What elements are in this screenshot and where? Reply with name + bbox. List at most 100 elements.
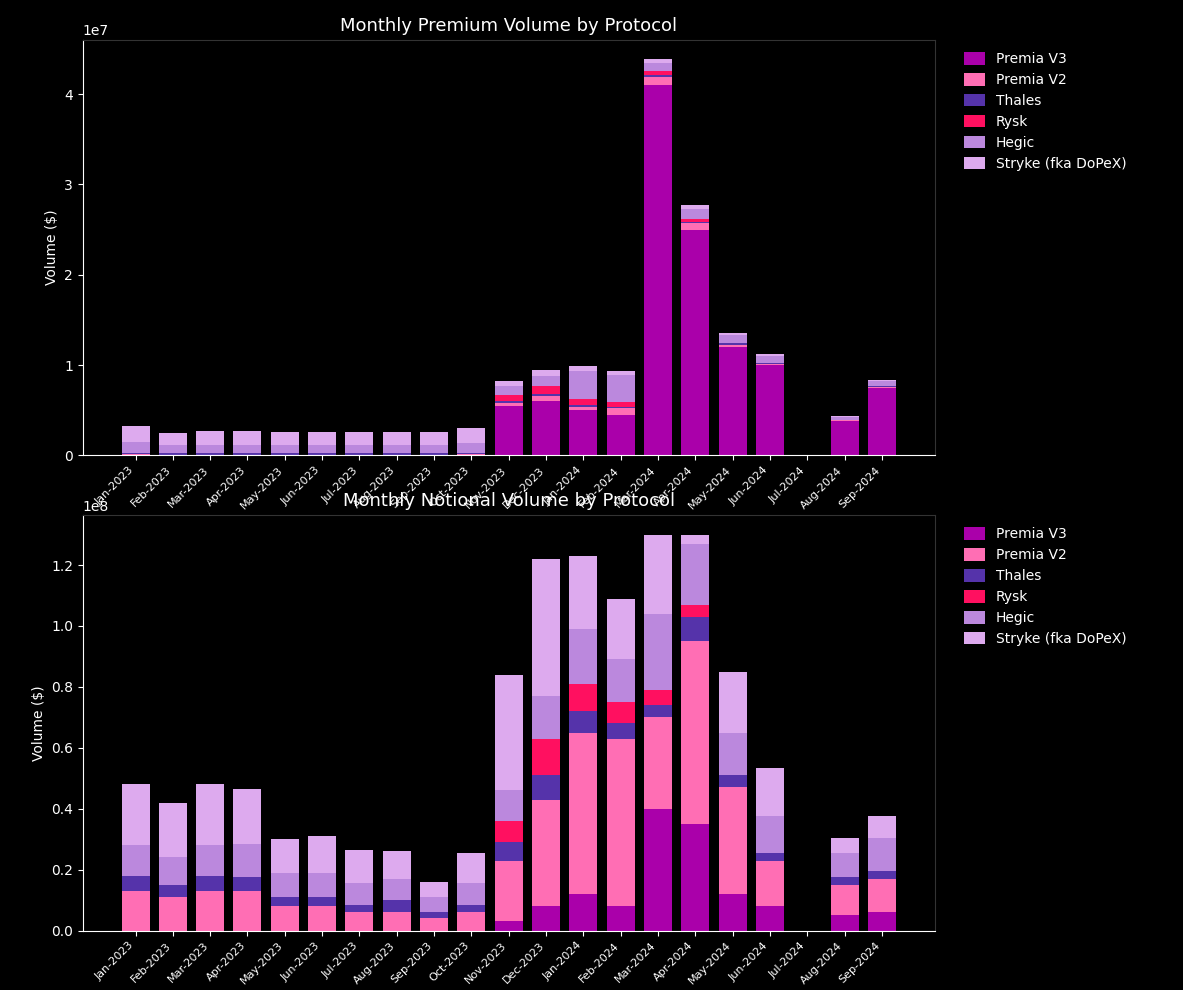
Bar bbox=[532, 376, 560, 386]
Bar bbox=[233, 789, 261, 843]
Bar bbox=[196, 453, 224, 454]
Bar bbox=[308, 837, 336, 873]
Bar bbox=[569, 894, 597, 931]
Bar bbox=[308, 897, 336, 906]
Bar bbox=[569, 733, 597, 894]
Bar bbox=[532, 906, 560, 931]
Legend: Premia V3, Premia V2, Thales, Rysk, Hegic, Stryke (fka DoPeX): Premia V3, Premia V2, Thales, Rysk, Hegi… bbox=[958, 522, 1132, 651]
Bar bbox=[159, 885, 187, 897]
Bar bbox=[159, 446, 187, 453]
Bar bbox=[383, 453, 411, 454]
Bar bbox=[308, 873, 336, 897]
Bar bbox=[308, 432, 336, 446]
Bar bbox=[159, 803, 187, 857]
Bar bbox=[420, 919, 448, 931]
Bar bbox=[644, 59, 672, 62]
Bar bbox=[607, 739, 634, 906]
Bar bbox=[569, 410, 597, 455]
Bar bbox=[681, 617, 710, 642]
Bar bbox=[868, 879, 896, 913]
Bar bbox=[420, 453, 448, 454]
Bar bbox=[569, 405, 597, 407]
Legend: Premia V3, Premia V2, Thales, Rysk, Hegic, Stryke (fka DoPeX): Premia V3, Premia V2, Thales, Rysk, Hegi… bbox=[958, 47, 1132, 176]
Bar bbox=[494, 386, 523, 395]
Bar bbox=[532, 396, 560, 401]
Bar bbox=[718, 671, 746, 733]
Bar bbox=[718, 775, 746, 787]
Bar bbox=[681, 535, 710, 544]
Bar bbox=[532, 401, 560, 455]
Title: Monthly Notional Volume by Protocol: Monthly Notional Volume by Protocol bbox=[343, 492, 674, 511]
Bar bbox=[718, 345, 746, 347]
Bar bbox=[420, 897, 448, 913]
Bar bbox=[681, 209, 710, 219]
Bar bbox=[607, 415, 634, 455]
Y-axis label: Volume ($): Volume ($) bbox=[32, 685, 45, 760]
Bar bbox=[532, 739, 560, 775]
Bar bbox=[569, 399, 597, 405]
Bar bbox=[644, 705, 672, 718]
Bar bbox=[756, 767, 784, 817]
Bar bbox=[607, 407, 634, 409]
Bar bbox=[196, 446, 224, 453]
Bar bbox=[681, 230, 710, 455]
Bar bbox=[607, 409, 634, 415]
Bar bbox=[532, 775, 560, 800]
Bar bbox=[233, 843, 261, 877]
Bar bbox=[383, 432, 411, 446]
Bar bbox=[607, 702, 634, 724]
Bar bbox=[569, 366, 597, 371]
Bar bbox=[458, 913, 485, 931]
Bar bbox=[458, 905, 485, 913]
Bar bbox=[718, 347, 746, 455]
Bar bbox=[233, 431, 261, 446]
Bar bbox=[271, 446, 299, 453]
Bar bbox=[644, 718, 672, 809]
Bar bbox=[756, 817, 784, 853]
Bar bbox=[383, 900, 411, 913]
Bar bbox=[868, 388, 896, 455]
Bar bbox=[494, 842, 523, 860]
Bar bbox=[458, 452, 485, 454]
Bar bbox=[494, 406, 523, 455]
Bar bbox=[644, 85, 672, 455]
Bar bbox=[569, 629, 597, 684]
Bar bbox=[308, 906, 336, 931]
Bar bbox=[607, 659, 634, 702]
Bar bbox=[681, 222, 710, 224]
Bar bbox=[345, 883, 374, 905]
Bar bbox=[644, 614, 672, 690]
Bar bbox=[569, 556, 597, 629]
Bar bbox=[345, 913, 374, 931]
Bar bbox=[494, 860, 523, 922]
Bar bbox=[196, 431, 224, 446]
Bar bbox=[756, 354, 784, 355]
Bar bbox=[830, 885, 859, 916]
Bar bbox=[718, 333, 746, 335]
Bar bbox=[681, 605, 710, 617]
Bar bbox=[868, 838, 896, 871]
Bar bbox=[159, 897, 187, 931]
Bar bbox=[532, 800, 560, 906]
Bar bbox=[122, 876, 149, 891]
Bar bbox=[271, 906, 299, 931]
Bar bbox=[159, 453, 187, 454]
Bar bbox=[271, 453, 299, 454]
Bar bbox=[830, 417, 859, 420]
Bar bbox=[868, 871, 896, 879]
Bar bbox=[345, 446, 374, 453]
Title: Monthly Premium Volume by Protocol: Monthly Premium Volume by Protocol bbox=[341, 17, 677, 36]
Bar bbox=[494, 922, 523, 931]
Bar bbox=[122, 845, 149, 876]
Bar bbox=[271, 897, 299, 906]
Bar bbox=[420, 913, 448, 919]
Bar bbox=[420, 432, 448, 446]
Bar bbox=[458, 443, 485, 452]
Bar bbox=[233, 453, 261, 454]
Bar bbox=[607, 375, 634, 402]
Bar bbox=[756, 355, 784, 362]
Bar bbox=[569, 711, 597, 733]
Bar bbox=[196, 891, 224, 931]
Bar bbox=[868, 817, 896, 838]
Bar bbox=[830, 916, 859, 931]
